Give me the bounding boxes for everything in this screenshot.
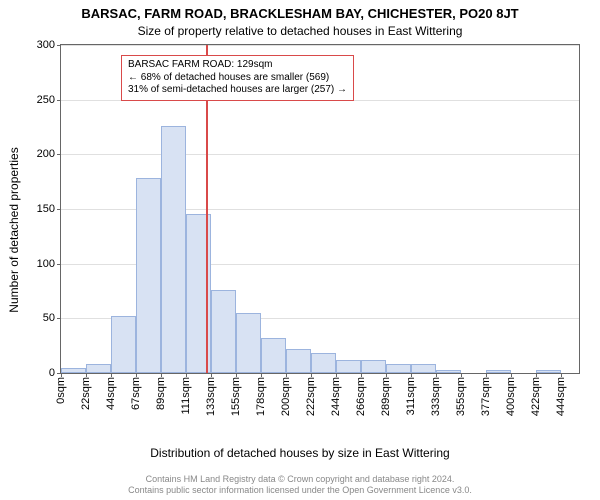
x-tick-label: 222sqm xyxy=(305,373,317,416)
footer-attribution: Contains HM Land Registry data © Crown c… xyxy=(0,474,600,497)
histogram-bar xyxy=(336,360,361,373)
histogram-bar xyxy=(411,364,436,373)
histogram-bar xyxy=(386,364,411,373)
x-axis-label: Distribution of detached houses by size … xyxy=(0,446,600,460)
annotation-box: BARSAC FARM ROAD: 129sqm ← 68% of detach… xyxy=(121,55,354,101)
histogram-bar xyxy=(311,353,336,373)
y-tick-label: 150 xyxy=(37,203,61,215)
histogram-bar xyxy=(286,349,311,373)
annotation-line: BARSAC FARM ROAD: 129sqm xyxy=(128,59,347,72)
annotation-line: 31% of semi-detached houses are larger (… xyxy=(128,84,347,97)
footer-line: Contains HM Land Registry data © Crown c… xyxy=(0,474,600,485)
x-tick-label: 355sqm xyxy=(455,373,467,416)
x-tick-label: 200sqm xyxy=(280,373,292,416)
x-tick-label: 400sqm xyxy=(505,373,517,416)
x-tick-label: 311sqm xyxy=(405,373,417,415)
histogram-bar xyxy=(236,313,262,373)
x-tick-label: 244sqm xyxy=(330,373,342,416)
x-tick-label: 266sqm xyxy=(355,373,367,416)
x-tick-label: 67sqm xyxy=(130,373,142,410)
x-tick-label: 444sqm xyxy=(555,373,567,416)
x-tick-label: 333sqm xyxy=(430,373,442,416)
histogram-bar xyxy=(86,364,111,373)
y-tick-label: 250 xyxy=(37,94,61,106)
x-tick-label: 422sqm xyxy=(530,373,542,416)
histogram-bar xyxy=(111,316,137,373)
x-tick-label: 133sqm xyxy=(205,373,217,416)
chart-title-sub: Size of property relative to detached ho… xyxy=(0,24,600,38)
histogram-bar xyxy=(261,338,286,373)
x-tick-label: 89sqm xyxy=(155,373,167,410)
annotation-line: ← 68% of detached houses are smaller (56… xyxy=(128,72,347,85)
chart-title-main: BARSAC, FARM ROAD, BRACKLESHAM BAY, CHIC… xyxy=(0,6,600,21)
grid-line xyxy=(61,154,579,155)
histogram-bar xyxy=(211,290,236,373)
x-tick-label: 155sqm xyxy=(230,373,242,416)
histogram-bar xyxy=(361,360,387,373)
y-tick-label: 100 xyxy=(37,258,61,270)
histogram-bar xyxy=(136,178,161,373)
x-tick-label: 289sqm xyxy=(380,373,392,416)
x-tick-label: 0sqm xyxy=(55,373,67,404)
y-tick-label: 200 xyxy=(37,148,61,160)
plot-area: 0501001502002503000sqm22sqm44sqm67sqm89s… xyxy=(60,44,580,374)
x-tick-label: 111sqm xyxy=(180,373,192,415)
chart-container: BARSAC, FARM ROAD, BRACKLESHAM BAY, CHIC… xyxy=(0,0,600,500)
y-tick-label: 300 xyxy=(37,39,61,51)
footer-line: Contains public sector information licen… xyxy=(0,485,600,496)
x-tick-label: 377sqm xyxy=(480,373,492,416)
grid-line xyxy=(61,45,579,46)
x-tick-label: 178sqm xyxy=(255,373,267,416)
y-tick-label: 50 xyxy=(43,312,61,324)
histogram-bar xyxy=(161,126,186,373)
x-tick-label: 22sqm xyxy=(80,373,92,410)
x-tick-label: 44sqm xyxy=(105,373,117,410)
y-axis-label: Number of detached properties xyxy=(7,80,21,380)
